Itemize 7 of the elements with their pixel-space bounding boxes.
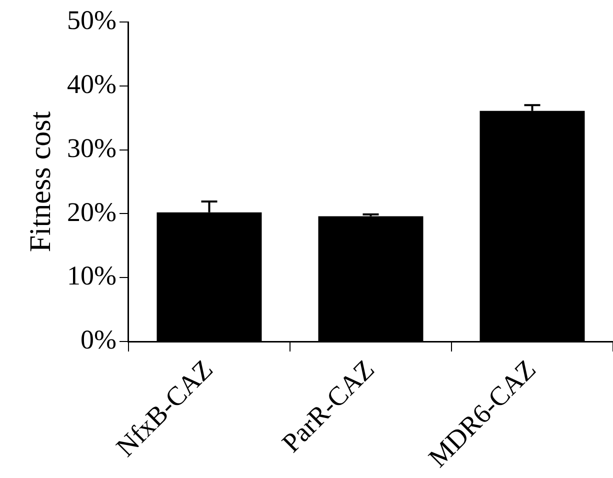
y-tick-label: 30% bbox=[66, 132, 116, 163]
y-tick-label: 50% bbox=[66, 5, 116, 36]
y-tick-label: 0% bbox=[80, 324, 116, 355]
y-tick-label: 20% bbox=[66, 196, 116, 227]
y-tick-label: 10% bbox=[66, 260, 116, 291]
y-tick-label: 40% bbox=[66, 68, 116, 99]
y-axis-title: Fitness cost bbox=[24, 110, 57, 252]
